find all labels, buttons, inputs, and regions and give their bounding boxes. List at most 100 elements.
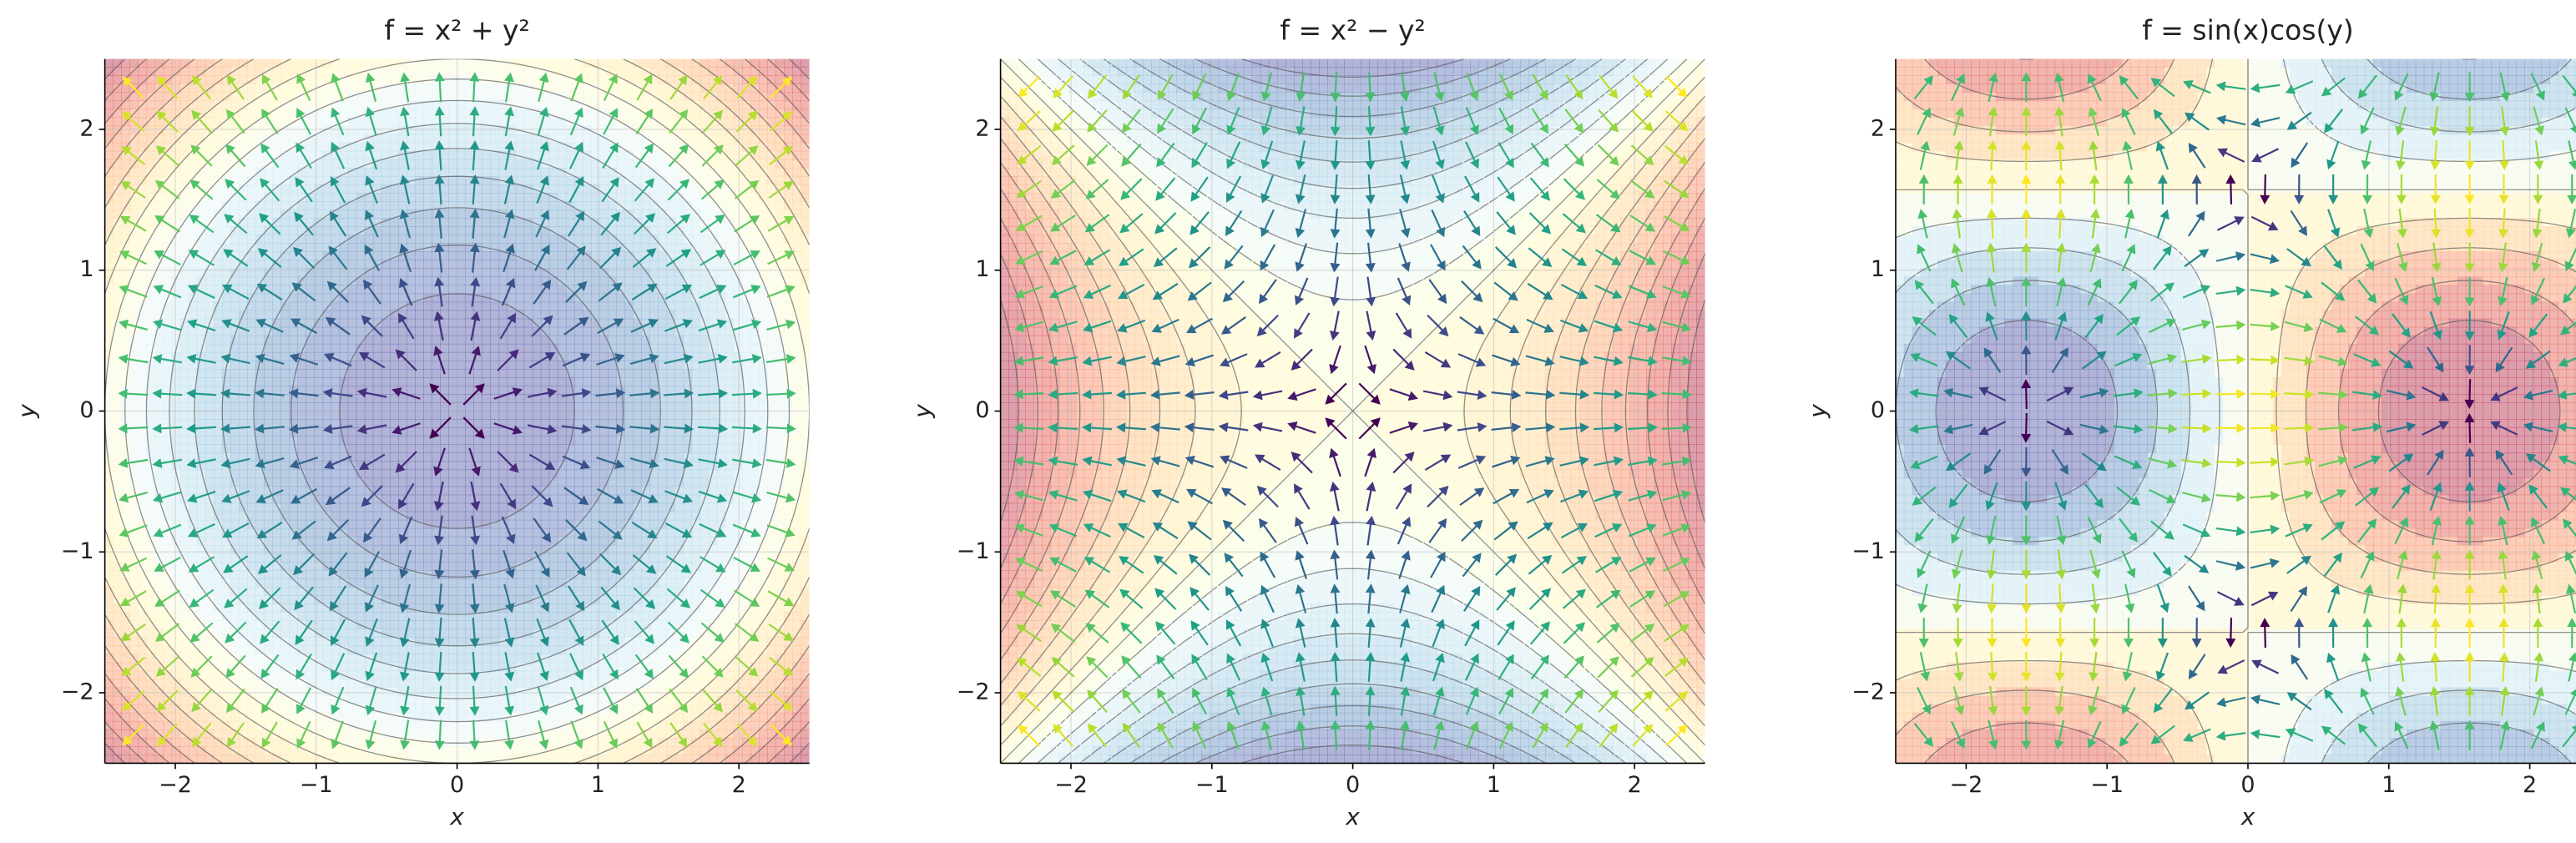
- contour-fill: [775, 293, 785, 303]
- contour-fill: [113, 218, 122, 227]
- contour-fill: [230, 377, 240, 386]
- contour-fill: [356, 167, 366, 177]
- contour-fill: [599, 92, 609, 102]
- contour-fill: [741, 444, 751, 454]
- contour-fill: [356, 251, 366, 260]
- contour-fill: [523, 193, 533, 202]
- contour-fill: [146, 502, 156, 512]
- contour-fill: [792, 452, 801, 462]
- contour-fill: [775, 201, 785, 210]
- contour-fill: [641, 477, 650, 487]
- contour-fill: [599, 251, 609, 260]
- contour-fill: [188, 360, 198, 370]
- contour-fill: [624, 351, 634, 361]
- contour-fill: [280, 360, 290, 370]
- contour-fill: [583, 469, 592, 479]
- contour-fill: [801, 100, 810, 110]
- contour-fill: [741, 544, 751, 554]
- contour-fill: [264, 411, 273, 420]
- contour-fill: [633, 293, 642, 303]
- contour-fill: [599, 235, 609, 244]
- contour-fill: [716, 502, 726, 512]
- contour-fill: [482, 326, 492, 336]
- contour-fill: [523, 411, 533, 420]
- contour-fill: [280, 75, 290, 85]
- contour-fill: [306, 310, 316, 320]
- contour-fill: [599, 201, 609, 210]
- contour-fill: [331, 58, 341, 68]
- contour-fill: [540, 226, 550, 235]
- contour-fill: [583, 150, 592, 160]
- contour-fill: [683, 92, 693, 102]
- contour-fill: [280, 511, 290, 521]
- contour-fill: [297, 343, 307, 353]
- contour-fill: [649, 519, 659, 529]
- contour-fill: [247, 117, 256, 127]
- contour-fill: [407, 394, 416, 403]
- contour-fill: [138, 150, 148, 160]
- contour-fill: [272, 117, 281, 127]
- contour-fill: [750, 436, 760, 445]
- contour-fill: [608, 226, 617, 235]
- contour-fill: [297, 276, 307, 286]
- contour-fill: [608, 235, 617, 244]
- contour-fill: [708, 502, 718, 512]
- contour-fill: [658, 544, 668, 554]
- contour-fill: [381, 251, 391, 260]
- contour-fill: [138, 318, 148, 328]
- contour-fill: [565, 486, 575, 496]
- contour-fill: [146, 285, 156, 295]
- contour-fill: [188, 268, 198, 278]
- contour-fill: [591, 301, 600, 311]
- contour-fill: [691, 326, 701, 336]
- contour-fill: [239, 519, 248, 529]
- contour-fill: [674, 502, 684, 512]
- contour-fill: [557, 75, 567, 85]
- contour-fill: [767, 175, 776, 185]
- contour-fill: [163, 444, 173, 454]
- contour-fill: [205, 402, 215, 411]
- contour-fill: [498, 427, 508, 437]
- contour-fill: [507, 386, 517, 395]
- contour-fill: [179, 285, 189, 295]
- contour-fill: [171, 83, 181, 93]
- contour-fill: [205, 444, 215, 454]
- contour-fill: [188, 310, 198, 320]
- contour-fill: [457, 209, 466, 219]
- contour-fill: [213, 142, 223, 152]
- contour-fill: [666, 167, 676, 177]
- contour-fill: [239, 142, 248, 152]
- contour-fill: [297, 268, 307, 278]
- contour-fill: [129, 461, 139, 471]
- contour-fill: [247, 318, 256, 328]
- contour-fill: [306, 150, 316, 160]
- contour-fill: [792, 276, 801, 286]
- contour-fill: [465, 436, 474, 445]
- contour-fill: [397, 553, 407, 563]
- contour-fill: [381, 452, 391, 462]
- contour-fill: [583, 394, 592, 403]
- contour-fill: [247, 486, 256, 496]
- contour-fill: [716, 92, 726, 102]
- contour-fill: [792, 285, 801, 295]
- contour-fill: [356, 67, 366, 76]
- contour-fill: [784, 150, 793, 160]
- contour-fill: [423, 58, 432, 68]
- contour-fill: [306, 486, 316, 496]
- contour-fill: [498, 394, 508, 403]
- contour-fill: [523, 235, 533, 244]
- contour-fill: [389, 193, 399, 202]
- contour-fill: [498, 511, 508, 521]
- contour-fill: [599, 528, 609, 538]
- contour-fill: [364, 276, 374, 286]
- contour-fill: [482, 167, 492, 177]
- contour-fill: [389, 436, 399, 445]
- contour-fill: [188, 193, 198, 202]
- contour-fill: [801, 394, 810, 403]
- contour-fill: [658, 285, 668, 295]
- contour-fill: [583, 360, 592, 370]
- contour-fill: [540, 201, 550, 210]
- contour-fill: [113, 368, 122, 378]
- contour-fill: [188, 402, 198, 411]
- contour-fill: [397, 218, 407, 227]
